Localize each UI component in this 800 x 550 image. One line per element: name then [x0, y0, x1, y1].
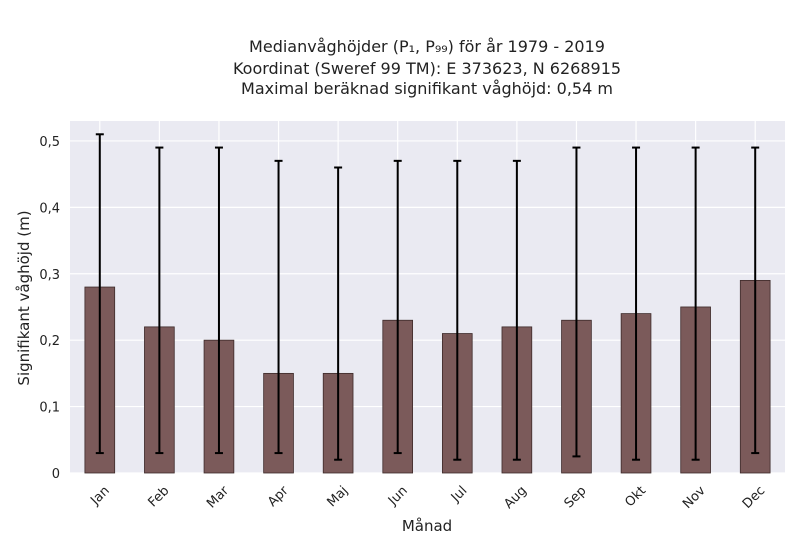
- error-bar-jun: [393, 159, 402, 455]
- error-bar-dec: [751, 146, 760, 455]
- error-bar-sep: [572, 146, 581, 458]
- error-bar-nov: [691, 146, 700, 461]
- error-bar-feb: [155, 146, 164, 455]
- error-bar-jul: [453, 159, 462, 461]
- error-bar-jan: [95, 133, 104, 455]
- y-tick-label: 0,1: [39, 401, 60, 416]
- error-bars: [95, 133, 760, 461]
- error-bar-mar: [214, 146, 223, 455]
- x-tick-label-mar: Mar: [204, 483, 232, 511]
- x-tick-label-apr: Apr: [265, 483, 292, 510]
- chart-title-line-2: Koordinat (Sweref 99 TM): E 373623, N 62…: [233, 59, 621, 78]
- error-bar-aug: [512, 159, 521, 461]
- x-tick-label-dec: Dec: [740, 483, 768, 511]
- x-tick-label-sep: Sep: [562, 483, 590, 511]
- x-tick-label-jan: Jan: [87, 483, 112, 508]
- x-tick-labels: Jan Feb Mar Apr Maj Jun Jul Aug Sep Okt Nov Dec: [87, 483, 768, 512]
- y-tick-label: 0,4: [39, 201, 60, 216]
- error-bar-apr: [274, 159, 283, 455]
- plot-area: [70, 121, 785, 473]
- y-axis-label: Signifikant våghöjd (m): [15, 210, 33, 385]
- x-axis-label: Månad: [402, 517, 452, 535]
- x-tick-label-okt: Okt: [622, 483, 649, 510]
- chart-title-line-3: Maximal beräknad signifikant våghöjd: 0,…: [241, 79, 613, 98]
- error-bar-maj: [334, 166, 343, 461]
- chart-title-line-1: Medianvåghöjder (P₁, P₉₉) för år 1979 - …: [249, 37, 605, 56]
- x-tick-label-aug: Aug: [501, 483, 530, 512]
- y-tick-label: 0,3: [39, 268, 60, 283]
- x-tick-label-jul: Jul: [448, 483, 470, 505]
- x-tick-label-jun: Jun: [385, 483, 411, 509]
- error-bar-okt: [632, 146, 641, 461]
- x-tick-label-nov: Nov: [680, 483, 709, 512]
- y-tick-label: 0: [52, 467, 60, 482]
- y-tick-label: 0,2: [39, 334, 60, 349]
- x-tick-label-feb: Feb: [146, 483, 173, 510]
- y-tick-labels: 0 0,1 0,2 0,3 0,4 0,5: [39, 135, 60, 482]
- x-tick-label-maj: Maj: [324, 483, 351, 510]
- y-tick-label: 0,5: [39, 135, 60, 150]
